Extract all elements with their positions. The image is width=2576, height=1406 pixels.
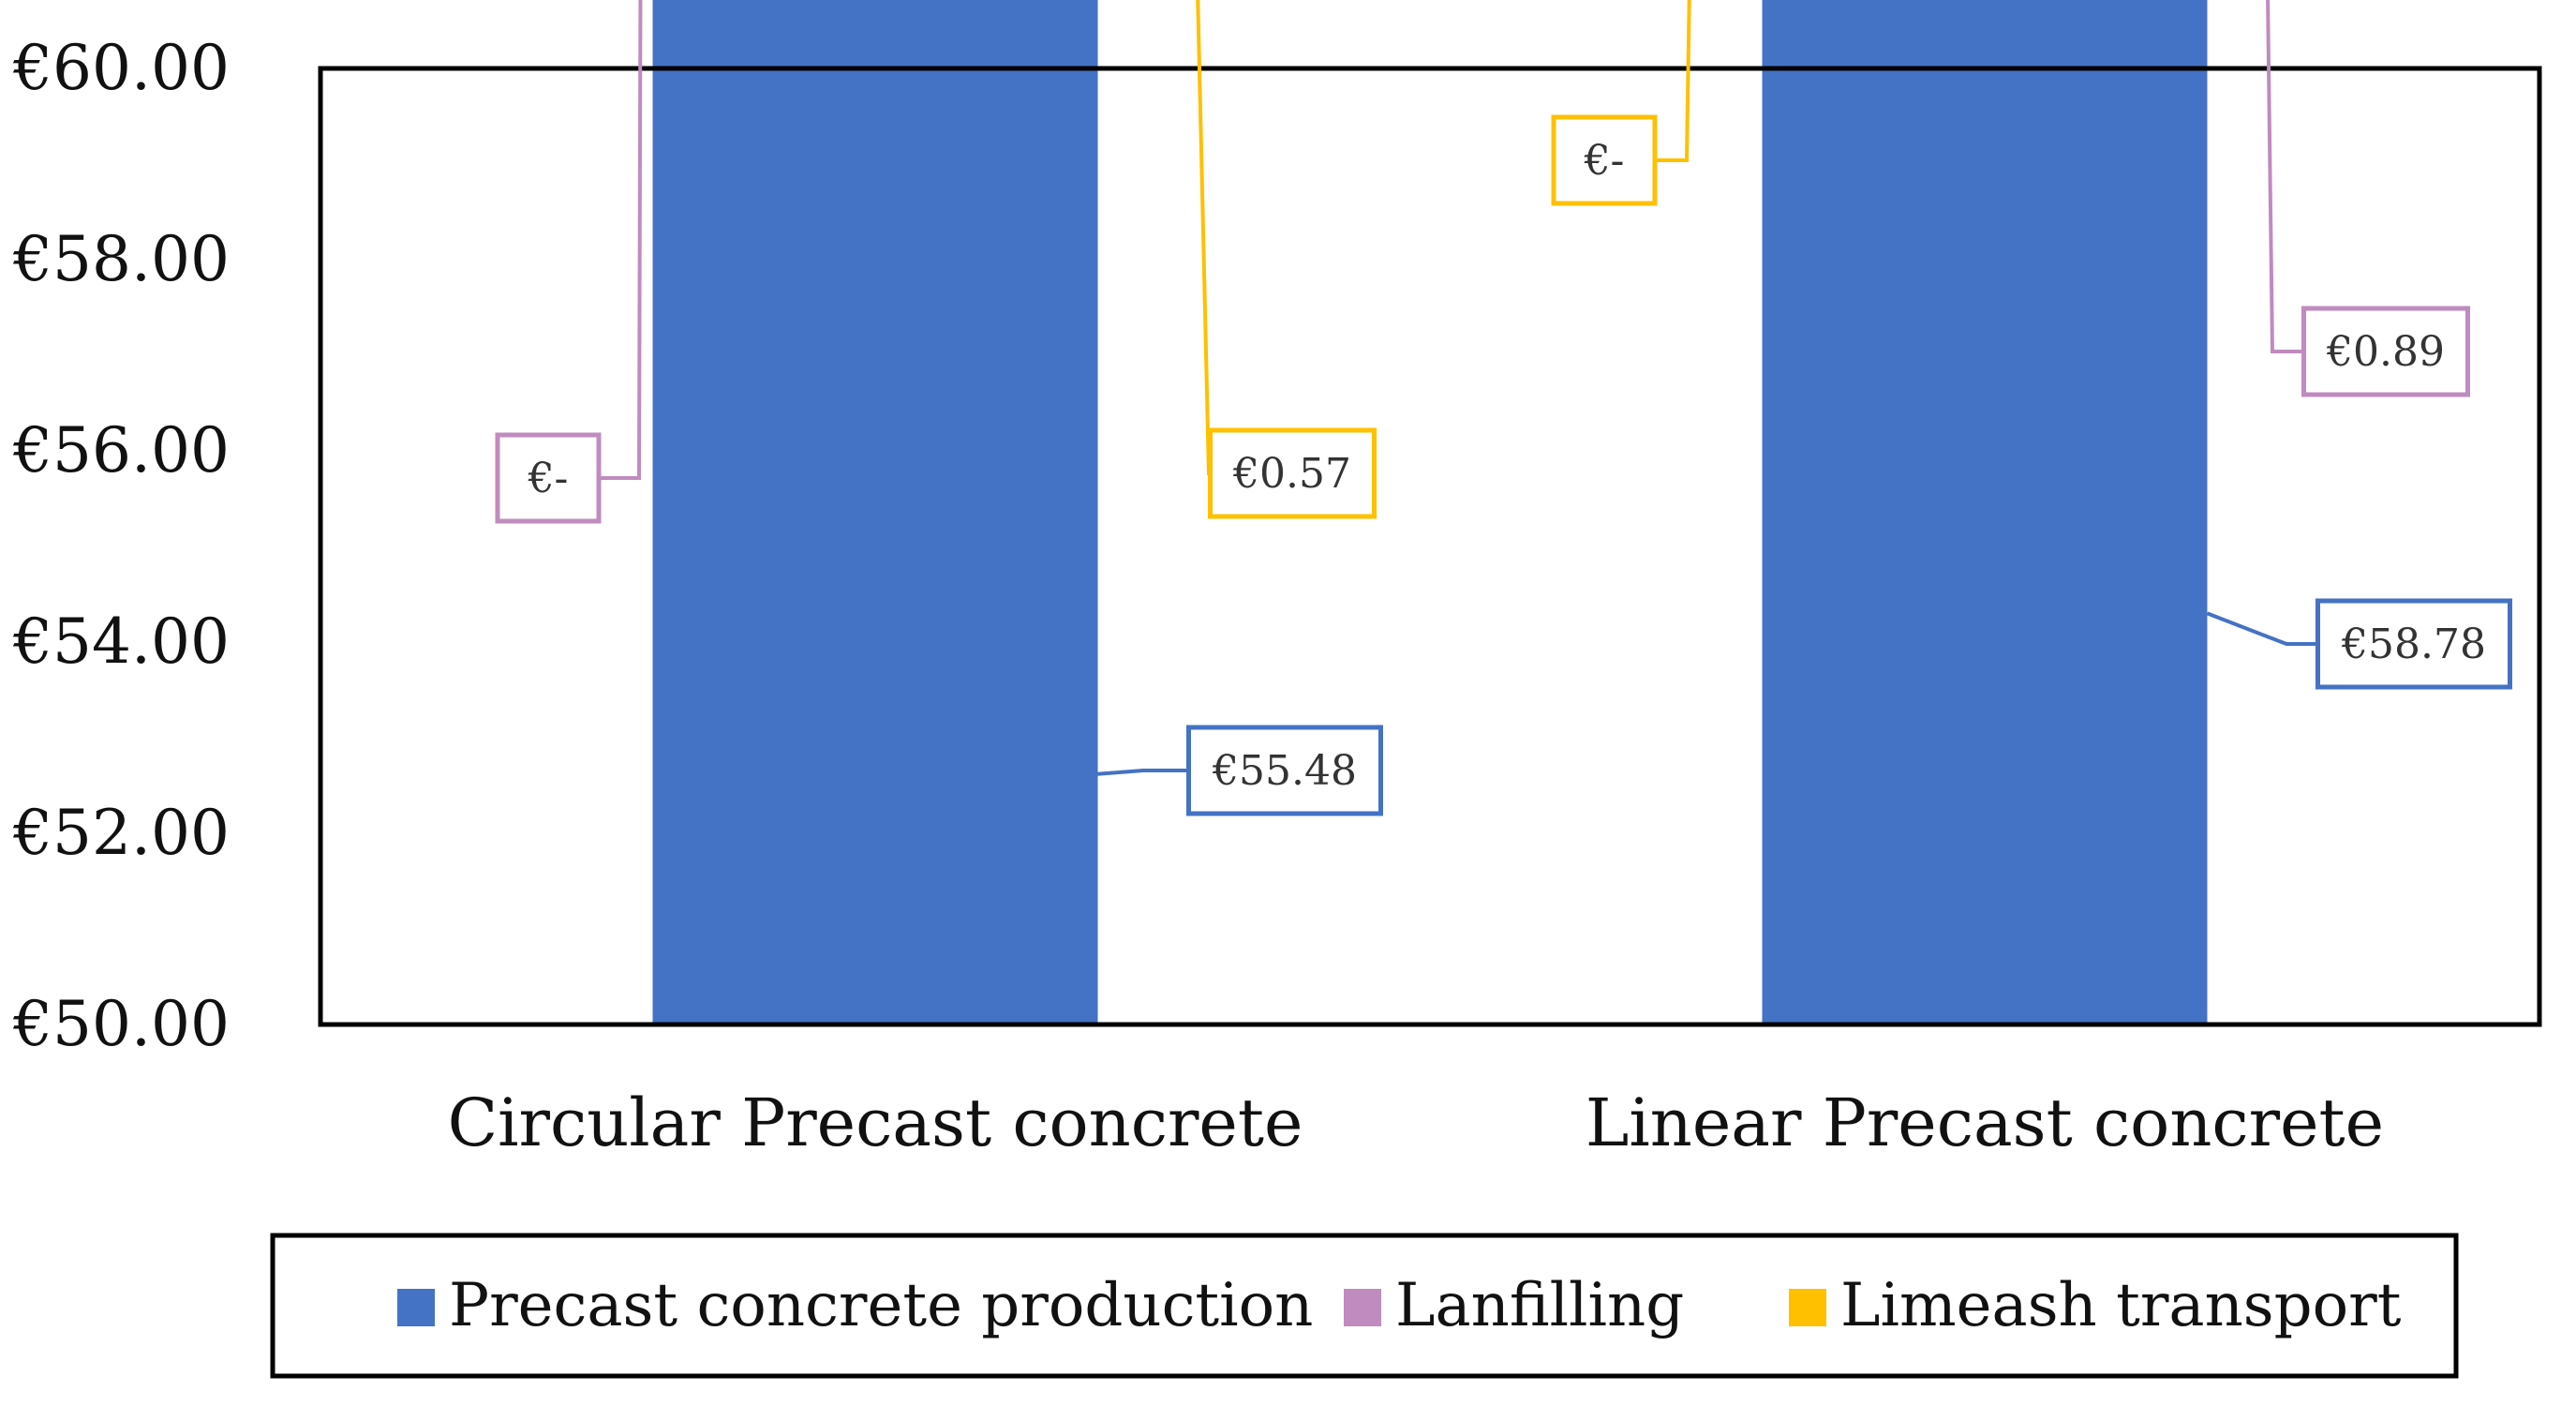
data-label-limeash-transport: €0.57 bbox=[1232, 450, 1351, 498]
bar-precast-concrete-production-circular-precast-concrete bbox=[652, 0, 1098, 1025]
legend: Precast concrete production Lanfilling Lim… bbox=[270, 1233, 2459, 1379]
y-tick-label: €52.00 bbox=[12, 797, 230, 869]
y-tick-label: €56.00 bbox=[12, 414, 230, 486]
legend-swatch-precast-concrete-production bbox=[397, 1289, 435, 1326]
legend-label-precast-concrete-production: Precast concrete production bbox=[449, 1271, 1313, 1340]
legend-label-lanfilling: Lanfilling bbox=[1395, 1271, 1684, 1340]
data-label-box bbox=[1186, 725, 1383, 816]
legend-label-limeash-transport: Limeash transport bbox=[1840, 1271, 2402, 1340]
data-label-box bbox=[2301, 306, 2470, 397]
data-label-lanfilling: €- bbox=[528, 455, 569, 502]
data-label-box bbox=[495, 432, 602, 524]
data-label-precast-concrete-production: €58.78 bbox=[2341, 621, 2486, 668]
data-label-lanfilling: €0.89 bbox=[2326, 328, 2445, 376]
y-tick-label: €58.00 bbox=[12, 223, 230, 295]
x-category-label: Circular Precast concrete bbox=[448, 1084, 1303, 1161]
bars bbox=[652, 0, 2208, 1025]
data-label-limeash-transport: €- bbox=[1584, 137, 1625, 185]
axes: €50.00 €52.00 €54.00 €56.00 €58.00 €60.00 Circ… bbox=[12, 32, 2384, 1161]
y-tick-label: €54.00 bbox=[12, 606, 230, 678]
leader-line bbox=[1097, 769, 1189, 776]
data-label-box bbox=[1551, 114, 1658, 206]
leader-line bbox=[2206, 611, 2318, 646]
data-label-precast-concrete-production: €55.48 bbox=[1212, 747, 1357, 795]
y-tick-label: €50.00 bbox=[12, 988, 230, 1060]
leader-line bbox=[2266, 0, 2304, 353]
leader-line bbox=[599, 0, 643, 480]
y-tick-label: €60.00 bbox=[12, 32, 230, 104]
legend-swatch-lanfilling bbox=[1344, 1289, 1381, 1326]
legend-swatch-limeash-transport bbox=[1789, 1289, 1826, 1326]
leader-line bbox=[1655, 0, 1691, 162]
x-category-label: Linear Precast concrete bbox=[1586, 1084, 2384, 1161]
bar-precast-concrete-production-linear-precast-concrete bbox=[1762, 0, 2208, 1025]
data-labels: €55.48 €0.57 €- €58.78 €0.89 €- bbox=[495, 0, 2512, 816]
data-label-box bbox=[1208, 427, 1377, 519]
plot-border bbox=[318, 66, 2542, 1027]
data-label-box bbox=[2315, 598, 2512, 690]
plot-frame bbox=[318, 66, 2542, 1027]
